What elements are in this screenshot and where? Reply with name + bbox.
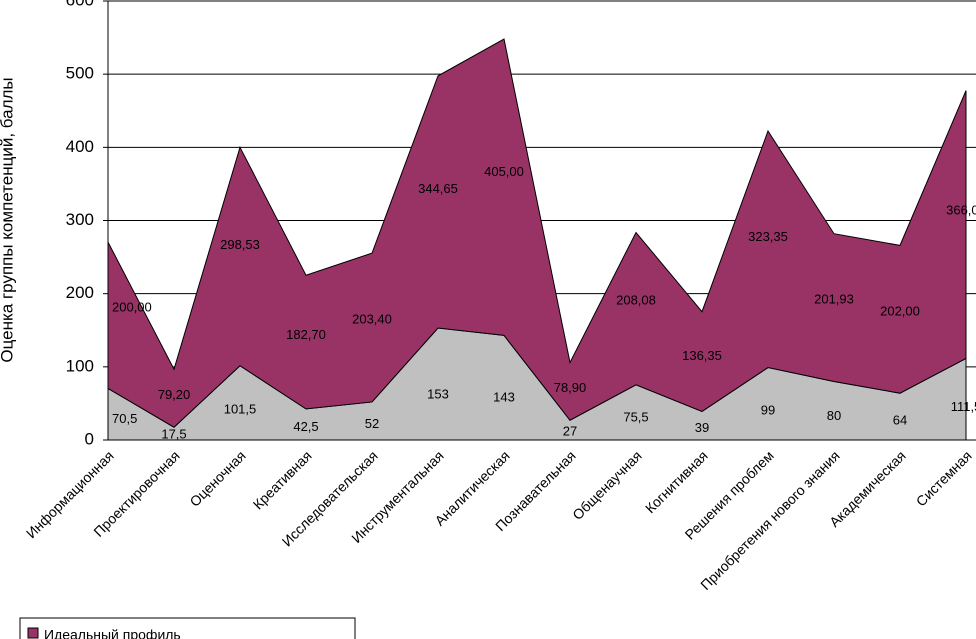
data-label: 136,35 xyxy=(682,348,722,363)
data-label: 202,00 xyxy=(880,303,920,318)
data-label: 101,5 xyxy=(224,402,257,417)
data-label: 99 xyxy=(761,402,775,417)
data-label: 42,5 xyxy=(293,419,318,434)
data-label: 344,65 xyxy=(418,181,458,196)
legend-label: Идеальный профиль xyxy=(44,627,181,639)
data-label: 203,40 xyxy=(352,312,392,327)
data-label: 182,70 xyxy=(286,327,326,342)
x-tick-label: Приобретения нового знания xyxy=(697,447,843,593)
data-label: 39 xyxy=(695,420,709,435)
data-label: 111,5 xyxy=(951,399,976,414)
data-label: 75,5 xyxy=(623,409,648,424)
data-label: 78,90 xyxy=(554,380,587,395)
data-label: 153 xyxy=(427,387,449,402)
data-label: 80 xyxy=(827,408,841,423)
data-label: 405,00 xyxy=(484,164,524,179)
legend-box xyxy=(19,617,356,639)
y-tick-label: 300 xyxy=(66,210,94,229)
data-label: 17,5 xyxy=(161,426,186,441)
y-tick-label: 400 xyxy=(66,137,94,156)
x-tick-label: Оценочная xyxy=(186,447,248,509)
data-label: 323,35 xyxy=(748,229,788,244)
y-tick-label: 500 xyxy=(66,64,94,83)
y-tick-label: 200 xyxy=(66,283,94,302)
data-label: 200,00 xyxy=(112,299,152,314)
data-label: 64 xyxy=(893,413,907,428)
x-tick-label: Общенаучная xyxy=(569,447,645,523)
legend-swatch xyxy=(27,627,39,639)
y-tick-label: 600 xyxy=(66,0,94,9)
y-tick-label: 100 xyxy=(66,356,94,375)
x-tick-label: Когнитивная xyxy=(642,447,711,516)
y-axis-label: Оценка группы компетенций, баллы xyxy=(0,77,16,362)
data-label: 208,08 xyxy=(616,292,656,307)
data-label: 52 xyxy=(365,416,379,431)
data-label: 27 xyxy=(563,424,577,439)
x-tick-label: Системная xyxy=(913,447,975,509)
area xyxy=(107,38,967,428)
data-label: 298,53 xyxy=(220,237,260,252)
y-tick-label: 0 xyxy=(85,429,94,448)
data-label: 201,93 xyxy=(814,292,854,307)
data-label: 143 xyxy=(493,390,515,405)
x-tick-label: Креативная xyxy=(250,447,315,512)
data-label: 79,20 xyxy=(158,387,191,402)
data-label: 70,5 xyxy=(112,411,137,426)
data-label: 366,00 xyxy=(946,203,976,218)
